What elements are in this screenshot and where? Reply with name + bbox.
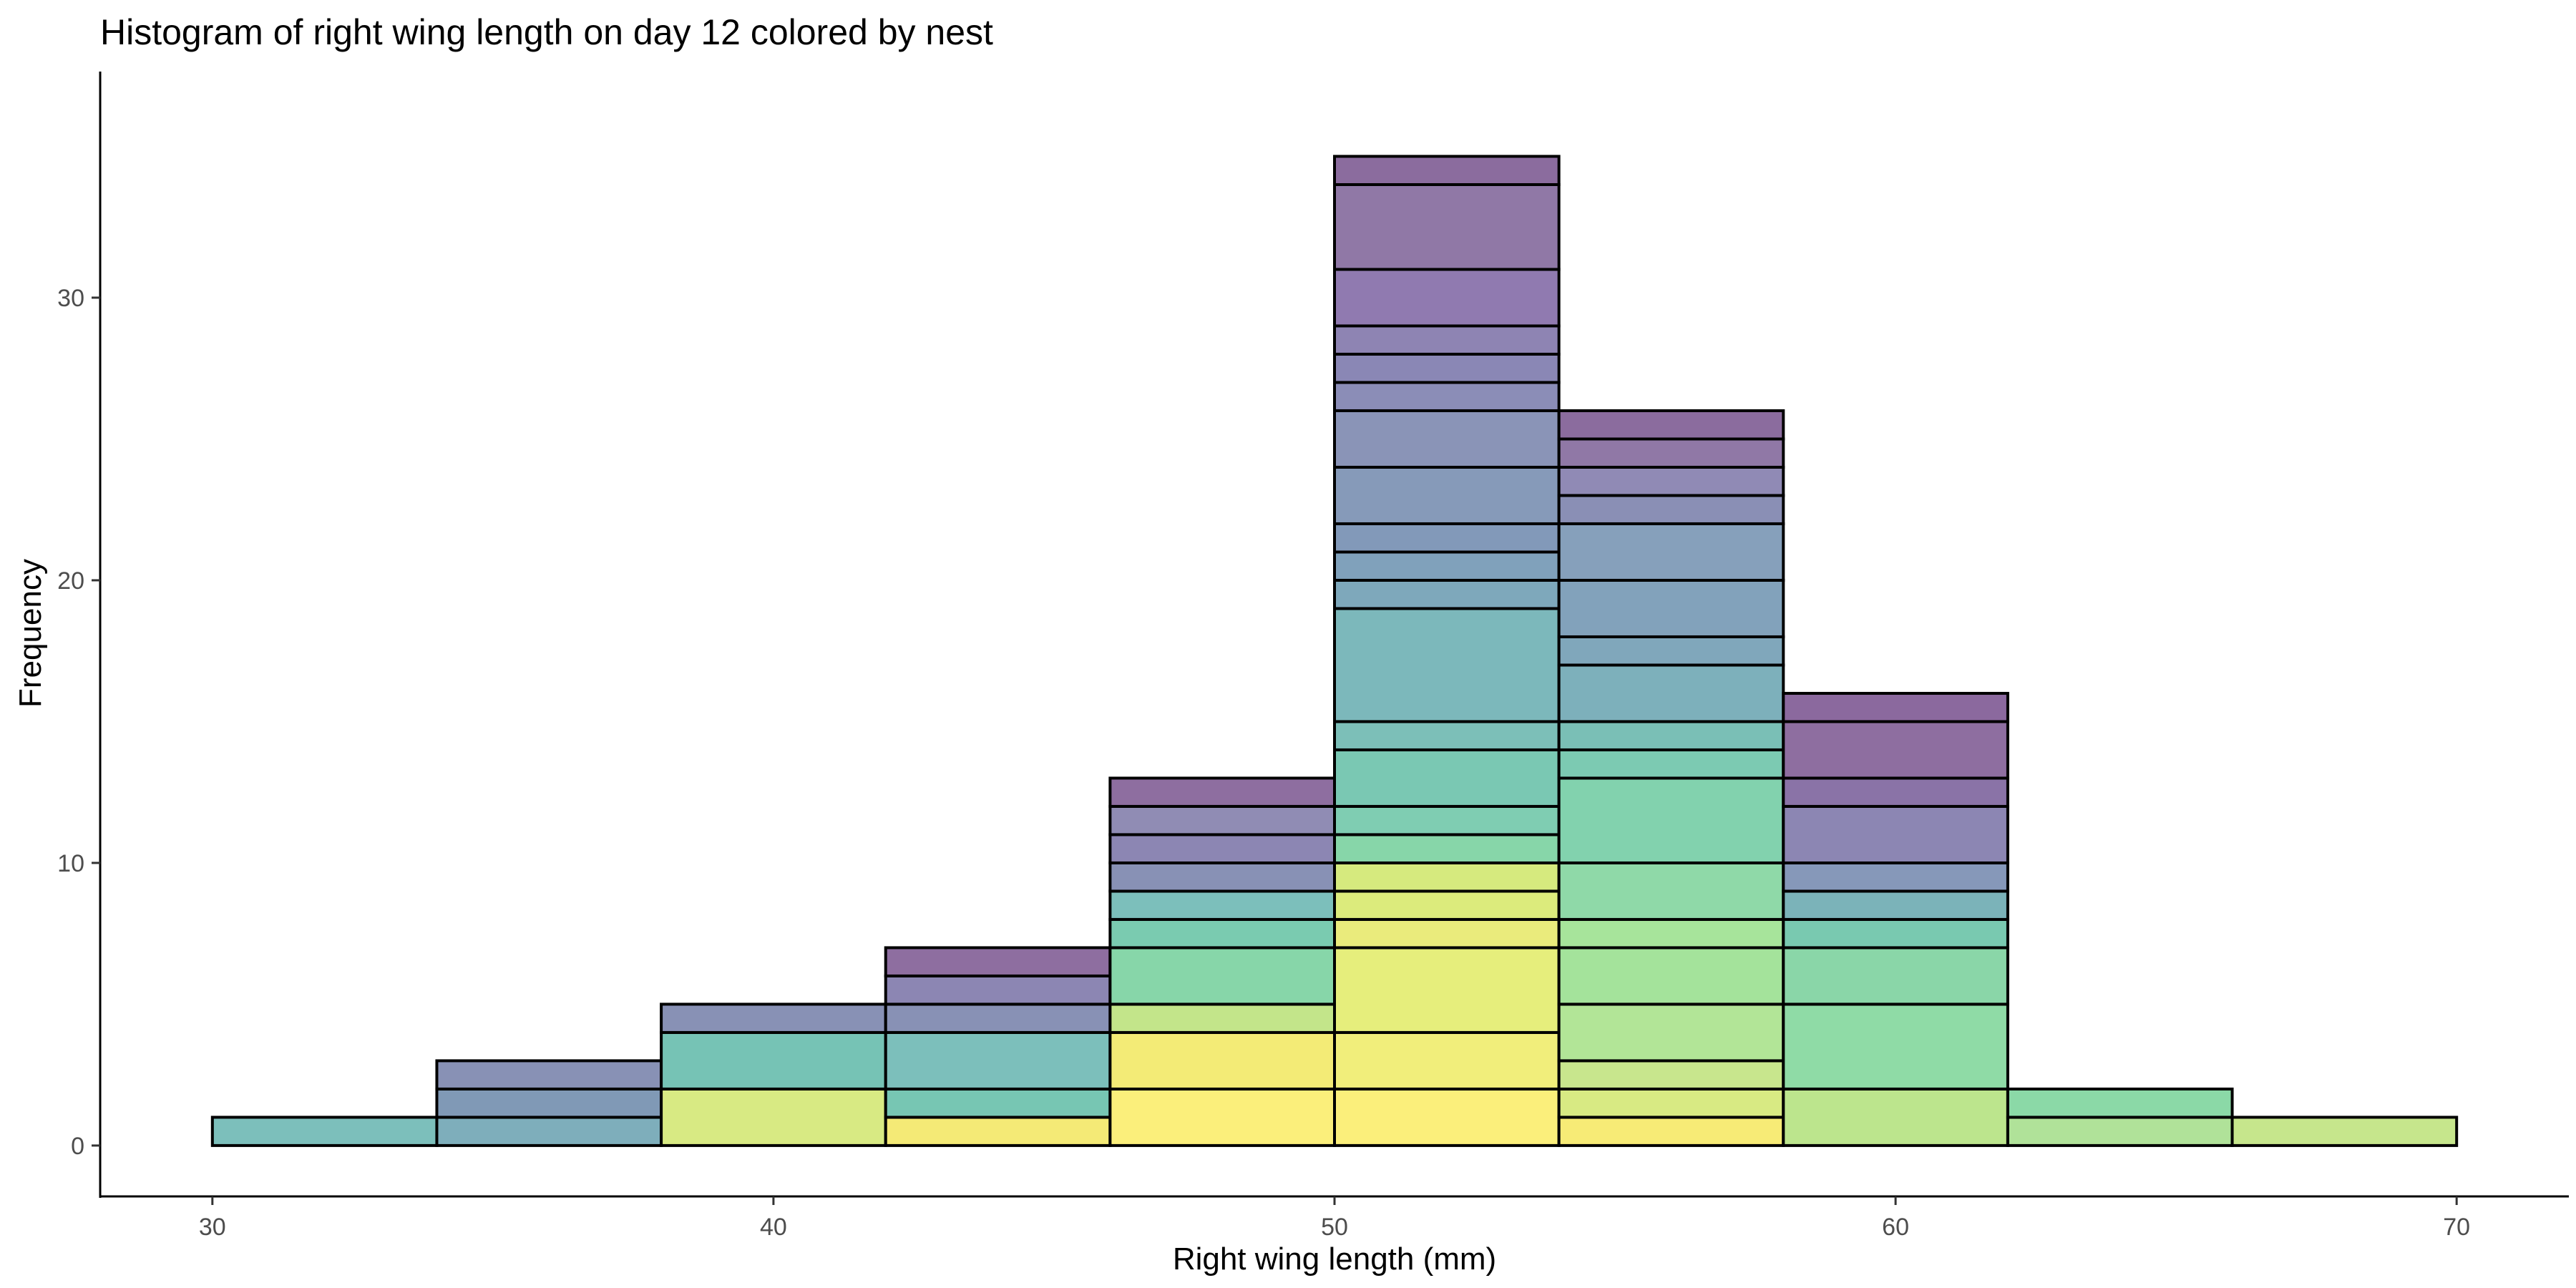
bar-segment-bin7-6 <box>1782 804 2009 864</box>
bar-segment-bin4-2 <box>1108 1002 1336 1034</box>
bar-segment-bin4-9 <box>1108 776 1336 808</box>
bar-segment-bin7-5 <box>1782 861 2009 893</box>
y-axis-ticks: 0 10 20 30 <box>57 285 100 1160</box>
bar-segment-bin2-0 <box>660 1087 887 1147</box>
x-tick-label-30: 30 <box>199 1214 226 1241</box>
bar-segment-bin5-15 <box>1333 409 1561 469</box>
bar-segment-bin5-5 <box>1333 861 1561 893</box>
bar-segment-bin1-0 <box>435 1116 663 1147</box>
bar-segment-bin5-10 <box>1333 607 1561 723</box>
bar-segment-bin4-1 <box>1108 1030 1336 1091</box>
bar-segment-bin5-4 <box>1333 889 1561 921</box>
chart-title: Histogram of right wing length on day 12… <box>100 12 993 52</box>
bar-segment-bin3-3 <box>884 1002 1112 1034</box>
bar-segment-bin5-8 <box>1333 748 1561 808</box>
bar-segment-bin5-1 <box>1333 1030 1561 1091</box>
bar-segment-bin5-2 <box>1333 946 1561 1034</box>
bar-segment-bin6-17 <box>1557 409 1785 441</box>
bar-segment-bin5-11 <box>1333 578 1561 610</box>
bar-segment-bin4-5 <box>1108 889 1336 921</box>
bar-segment-bin8-0 <box>2006 1116 2234 1147</box>
bar-segment-bin3-4 <box>884 974 1112 1006</box>
bar-segment-bin2-2 <box>660 1002 887 1034</box>
bars-group <box>210 155 2459 1147</box>
bar-segment-bin6-4 <box>1557 946 1785 1006</box>
bar-segment-bin6-3 <box>1557 1002 1785 1063</box>
bar-segment-bin2-1 <box>660 1030 887 1091</box>
bar-segment-bin5-17 <box>1333 352 1561 384</box>
bar-segment-bin4-4 <box>1108 917 1336 950</box>
bar-segment-bin6-0 <box>1557 1116 1785 1147</box>
bar-segment-bin7-2 <box>1782 946 2009 1006</box>
bar-segment-bin6-7 <box>1557 776 1785 864</box>
bar-segment-bin3-0 <box>884 1116 1112 1147</box>
bar-segment-bin6-6 <box>1557 861 1785 921</box>
bar-segment-bin7-4 <box>1782 889 2009 921</box>
bar-segment-bin7-9 <box>1782 691 2009 723</box>
bar-segment-bin7-3 <box>1782 917 2009 950</box>
bar-segment-bin8-1 <box>2006 1087 2234 1119</box>
bar-segment-bin5-14 <box>1333 465 1561 525</box>
x-tick-label-40: 40 <box>760 1214 787 1241</box>
bar-segment-bin1-2 <box>435 1059 663 1091</box>
bar-segment-bin1-1 <box>435 1087 663 1119</box>
bar-segment-bin7-8 <box>1782 720 2009 780</box>
x-tick-label-70: 70 <box>2443 1214 2470 1241</box>
bar-segment-bin5-3 <box>1333 917 1561 950</box>
bar-segment-bin5-0 <box>1333 1087 1561 1147</box>
bar-segment-bin5-12 <box>1333 550 1561 582</box>
bar-segment-bin4-3 <box>1108 946 1336 1006</box>
bar-segment-bin3-2 <box>884 1030 1112 1091</box>
y-tick-label-10: 10 <box>57 850 84 877</box>
bar-segment-bin5-6 <box>1333 833 1561 864</box>
bar-segment-bin6-2 <box>1557 1059 1785 1091</box>
bar-segment-bin0-0 <box>210 1116 439 1147</box>
bar-segment-bin3-5 <box>884 946 1112 977</box>
bar-segment-bin5-19 <box>1333 268 1561 328</box>
bar-segment-bin5-9 <box>1333 720 1561 751</box>
bar-segment-bin7-7 <box>1782 776 2009 808</box>
y-tick-label-30: 30 <box>57 285 84 312</box>
y-tick-label-0: 0 <box>71 1133 84 1160</box>
bar-segment-bin5-16 <box>1333 381 1561 412</box>
bar-segment-bin4-7 <box>1108 833 1336 864</box>
bar-segment-bin6-16 <box>1557 437 1785 469</box>
bar-segment-bin5-7 <box>1333 804 1561 836</box>
bar-segment-bin6-14 <box>1557 494 1785 525</box>
bar-segment-bin6-10 <box>1557 663 1785 723</box>
bar-segment-bin4-0 <box>1108 1087 1336 1147</box>
bar-segment-bin6-12 <box>1557 578 1785 638</box>
y-tick-label-20: 20 <box>57 567 84 595</box>
bar-segment-bin5-18 <box>1333 324 1561 356</box>
bar-segment-bin4-8 <box>1108 804 1336 836</box>
bar-segment-bin6-15 <box>1557 465 1785 497</box>
x-axis-ticks: 30 40 50 60 70 <box>199 1196 2470 1241</box>
x-tick-label-50: 50 <box>1321 1214 1348 1241</box>
bar-segment-bin6-8 <box>1557 748 1785 780</box>
bar-segment-bin9-0 <box>2230 1116 2459 1147</box>
bar-segment-bin4-6 <box>1108 861 1336 893</box>
y-axis-title: Frequency <box>13 559 48 708</box>
bar-segment-bin6-13 <box>1557 522 1785 582</box>
bar-segment-bin6-11 <box>1557 635 1785 667</box>
bar-segment-bin5-13 <box>1333 522 1561 554</box>
bar-segment-bin7-1 <box>1782 1002 2009 1091</box>
bar-segment-bin6-1 <box>1557 1087 1785 1119</box>
bar-segment-bin5-21 <box>1333 155 1561 186</box>
bar-segment-bin7-0 <box>1782 1087 2009 1147</box>
bar-segment-bin3-1 <box>884 1087 1112 1119</box>
bar-segment-bin6-9 <box>1557 720 1785 751</box>
x-axis-title: Right wing length (mm) <box>1173 1241 1496 1277</box>
bar-segment-bin5-20 <box>1333 182 1561 271</box>
x-tick-label-60: 60 <box>1882 1214 1909 1241</box>
bar-segment-bin6-5 <box>1557 917 1785 950</box>
